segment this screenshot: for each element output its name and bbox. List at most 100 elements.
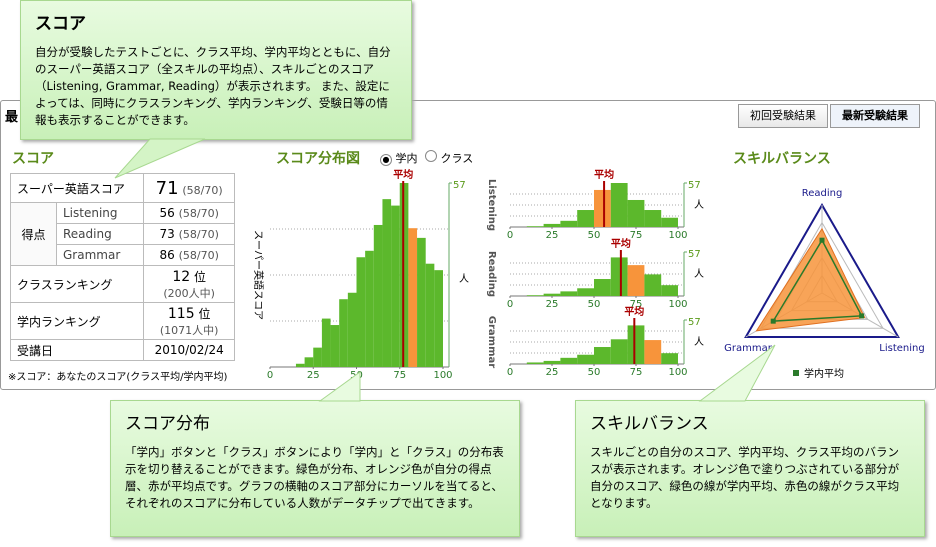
average-label: 平均 bbox=[594, 168, 614, 181]
bar bbox=[661, 353, 678, 364]
bar bbox=[330, 325, 340, 367]
bar bbox=[356, 257, 366, 367]
bar bbox=[321, 318, 331, 367]
bar bbox=[577, 210, 594, 227]
bar bbox=[594, 189, 611, 227]
bar bbox=[610, 339, 628, 364]
radio[interactable]: ● bbox=[380, 154, 392, 166]
x-tick-label: 25 bbox=[546, 367, 559, 378]
value: 71 bbox=[155, 177, 179, 199]
bar bbox=[543, 360, 561, 364]
radio-label[interactable]: 学内 bbox=[395, 152, 418, 165]
bar bbox=[408, 228, 418, 367]
x-tick-label: 100 bbox=[668, 367, 687, 378]
x-tick-label: 50 bbox=[588, 299, 601, 310]
bar bbox=[313, 347, 322, 367]
skill: Listening bbox=[55, 202, 145, 224]
bar bbox=[560, 291, 578, 296]
bar bbox=[644, 340, 662, 364]
radio[interactable] bbox=[425, 150, 437, 162]
average-label: 平均 bbox=[611, 237, 631, 250]
y-max-label: 57 bbox=[453, 180, 466, 191]
radar-axis-label: Grammar bbox=[724, 343, 773, 354]
bar bbox=[661, 285, 678, 296]
pointer bbox=[698, 344, 776, 402]
callout-title: スコア分布 bbox=[125, 414, 210, 434]
value: 56 bbox=[159, 206, 175, 220]
sub: (200人中) bbox=[163, 286, 215, 300]
bar bbox=[644, 210, 662, 227]
label: 学内ランキング bbox=[9, 302, 145, 340]
bar bbox=[560, 357, 578, 364]
label: 得点 bbox=[10, 202, 57, 266]
bar bbox=[661, 217, 678, 227]
radio-group: ● 学内 クラス bbox=[380, 150, 473, 166]
unit-label: 人 bbox=[459, 273, 469, 285]
bar bbox=[627, 265, 645, 296]
x-tick-label: 50 bbox=[588, 367, 601, 378]
bar bbox=[610, 257, 628, 296]
marker bbox=[859, 313, 865, 319]
callout-text: 自分が受験したテストごとに、クラス平均、学内平均とともに、自分のスーパー英語スコ… bbox=[35, 45, 391, 127]
page-title: 最 bbox=[5, 110, 19, 125]
x-tick-label: 75 bbox=[393, 370, 406, 381]
y-max-label: 57 bbox=[688, 317, 701, 328]
pointer bbox=[114, 138, 206, 179]
note: ※スコア：あなたのスコア(クラス平均/学内平均) bbox=[8, 372, 228, 383]
bar bbox=[417, 237, 426, 367]
callout-title: スコア bbox=[35, 14, 86, 34]
bar bbox=[391, 205, 400, 367]
pointer bbox=[318, 371, 361, 402]
callout: スコア分布 「学内」ボタンと「クラス」ボタンにより「学内」と「クラス」の分布表示を… bbox=[110, 400, 520, 537]
value: 73 bbox=[159, 227, 175, 241]
bar bbox=[526, 295, 544, 296]
value: 2010/02/24 bbox=[143, 339, 235, 361]
section-title: スキルバランス bbox=[733, 151, 831, 167]
radar-axis-label: Listening bbox=[879, 343, 924, 354]
bar bbox=[577, 354, 594, 364]
radar-axis-label: Reading bbox=[802, 188, 843, 199]
label: 受講日 bbox=[9, 339, 145, 361]
school-average bbox=[771, 238, 863, 322]
x-tick-label: 25 bbox=[546, 299, 559, 310]
tab-button[interactable]: 最新受験結果 bbox=[830, 104, 920, 128]
bar bbox=[304, 357, 314, 367]
bar bbox=[295, 363, 305, 367]
unit-label: 人 bbox=[694, 336, 704, 348]
tab-button[interactable]: 初回受験結果 bbox=[738, 104, 828, 128]
score-table: スーパー英語スコア 71 (58/70) 得点 Listening 56 (58/70… bbox=[9, 173, 235, 361]
x-tick-label: 25 bbox=[307, 370, 320, 381]
x-tick-label: 100 bbox=[433, 370, 452, 381]
radio-label[interactable]: クラス bbox=[440, 152, 474, 165]
unit: 位 bbox=[198, 306, 211, 321]
x-tick-label: 75 bbox=[630, 230, 643, 241]
skill: Grammar bbox=[55, 244, 145, 266]
bar bbox=[543, 223, 561, 227]
y-axis-label: スーパー英語スコア bbox=[252, 230, 265, 320]
callout: スコア自分が受験したテストごとに、クラス平均、学内平均とともに、自分のスーパー英… bbox=[20, 0, 412, 140]
bar bbox=[594, 279, 611, 296]
sub: (1071人中) bbox=[159, 323, 219, 337]
value: 115 bbox=[167, 305, 195, 322]
bar bbox=[627, 325, 645, 364]
callout-text: スキルごとの自分のスコア、学内平均、クラス平均のバランスが表示されます。オレンジ… bbox=[590, 445, 900, 510]
bar bbox=[627, 199, 645, 227]
bar bbox=[373, 224, 383, 367]
bar bbox=[594, 347, 611, 364]
x-tick-label: 75 bbox=[630, 299, 643, 310]
y-max-label: 57 bbox=[688, 249, 701, 260]
bar bbox=[610, 183, 628, 227]
skill: Reading bbox=[55, 223, 145, 245]
skill-label: Reading bbox=[486, 251, 497, 297]
callout: スキルバランススキルごとの自分のスコア、学内平均、クラス平均のバランスが表示され… bbox=[575, 400, 925, 537]
unit: 位 bbox=[193, 269, 206, 284]
bar bbox=[577, 288, 594, 296]
legend-swatch bbox=[793, 370, 799, 376]
bar bbox=[425, 263, 435, 367]
bar bbox=[644, 274, 662, 296]
marker bbox=[819, 237, 825, 243]
callout-title: スキルバランス bbox=[590, 414, 709, 434]
legend-label: 学内平均 bbox=[804, 367, 844, 380]
skill-label: Listening bbox=[486, 179, 497, 231]
